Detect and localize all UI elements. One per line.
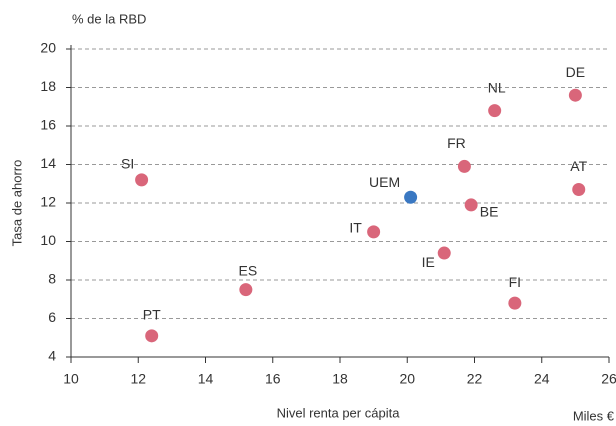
y-tick-label: 10 xyxy=(40,232,56,248)
point xyxy=(457,159,471,173)
y-tick-label: 6 xyxy=(48,309,56,325)
point xyxy=(135,173,149,187)
point-label: FR xyxy=(447,135,466,151)
point-label: PT xyxy=(143,307,161,323)
x-tick-label: 16 xyxy=(265,371,281,387)
x-axis-label: Nivel renta per cápita xyxy=(277,405,401,420)
x-tick-label: 10 xyxy=(63,371,79,387)
point xyxy=(488,104,502,118)
point-label: DE xyxy=(566,64,585,80)
point-label: UEM xyxy=(369,174,400,190)
y-axis-label: Tasa de ahorro xyxy=(9,160,24,247)
point xyxy=(572,183,586,197)
point-label: IT xyxy=(349,220,362,236)
point-label: AT xyxy=(570,158,587,174)
point-label: SI xyxy=(121,156,134,172)
y-tick-label: 8 xyxy=(48,271,56,287)
x-tick-label: 22 xyxy=(467,371,483,387)
y-tick-label: 20 xyxy=(40,40,56,56)
point xyxy=(437,246,451,260)
x-tick-label: 24 xyxy=(534,371,550,387)
point xyxy=(464,198,478,212)
y-tick-label: 14 xyxy=(40,155,56,171)
point xyxy=(404,190,418,204)
x-unit-label: Miles € xyxy=(573,408,615,423)
point-label: BE xyxy=(480,204,499,220)
point xyxy=(367,225,381,239)
x-tick-label: 14 xyxy=(198,371,214,387)
point xyxy=(508,296,522,310)
point xyxy=(568,88,582,102)
x-tick-label: 12 xyxy=(130,371,146,387)
y-tick-label: 12 xyxy=(40,194,56,210)
x-tick-label: 18 xyxy=(332,371,348,387)
x-tick-label: 20 xyxy=(399,371,415,387)
point xyxy=(239,283,253,297)
unit-label: % de la RBD xyxy=(72,11,146,26)
point xyxy=(145,329,159,343)
y-tick-label: 4 xyxy=(48,348,56,364)
x-tick-label: 26 xyxy=(601,371,616,387)
point-label: NL xyxy=(488,79,506,95)
point-label: IE xyxy=(422,254,435,270)
point-label: FI xyxy=(509,274,521,290)
y-tick-label: 16 xyxy=(40,117,56,133)
y-tick-label: 18 xyxy=(40,78,56,94)
point-label: ES xyxy=(239,262,258,278)
